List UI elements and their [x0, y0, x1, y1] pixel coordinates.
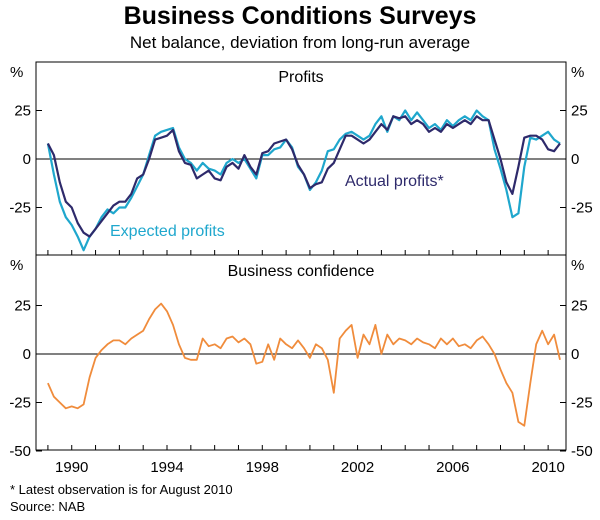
- y-tick-label-left: -50: [9, 443, 31, 460]
- y-tick-label-left: -25: [9, 200, 31, 217]
- y-tick-label-right: -25: [571, 395, 593, 412]
- footnote: * Latest observation is for August 2010: [10, 482, 233, 497]
- x-tick-label: 1994: [150, 459, 183, 476]
- chart-title: Business Conditions Surveys: [123, 2, 477, 30]
- x-tick-label: 1990: [55, 459, 88, 476]
- chart-subtitle: Net balance, deviation from long-run ave…: [129, 33, 471, 52]
- profits-panel-title: Profits: [278, 69, 323, 86]
- y-tick-label-right: -25: [571, 200, 593, 217]
- y-tick-label-right: -50: [571, 443, 593, 460]
- x-tick-label: 2010: [531, 459, 564, 476]
- business-confidence-line: [47, 302, 561, 427]
- y-tick-label-right: 25: [571, 298, 588, 315]
- y-tick-label-left: 0: [23, 151, 31, 168]
- y-tick-label-right: 0: [571, 151, 579, 168]
- tick-layer: [36, 110, 566, 452]
- actual-profits-line: [46, 115, 561, 238]
- profits-unit-right: %: [571, 64, 584, 81]
- tick-label-layer: -25 -25 0 0 25 25 -50 -50 -25 -25 0 0 25 25 1990 1994 19…: [9, 103, 592, 477]
- y-tick-label-left: 0: [23, 346, 31, 363]
- profits-unit-left: %: [10, 64, 23, 81]
- actual-profits-annotation: Actual profits*: [345, 173, 444, 190]
- y-tick-label-left: 25: [14, 298, 31, 315]
- confidence-unit-right: %: [571, 257, 584, 274]
- y-tick-label-left: 25: [14, 103, 31, 120]
- y-tick-label-right: 0: [571, 346, 579, 363]
- expected-profits-annotation: Expected profits: [110, 223, 225, 240]
- confidence-panel-title: Business confidence: [228, 263, 375, 280]
- source-note: Source: NAB: [10, 499, 86, 514]
- x-tick-label: 2002: [341, 459, 374, 476]
- confidence-unit-left: %: [10, 257, 23, 274]
- x-tick-label: 1998: [246, 459, 279, 476]
- y-tick-label-right: 25: [571, 103, 588, 120]
- confidence-panel-frame: [35, 254, 567, 451]
- x-tick-label: 2006: [436, 459, 469, 476]
- y-tick-label-left: -25: [9, 395, 31, 412]
